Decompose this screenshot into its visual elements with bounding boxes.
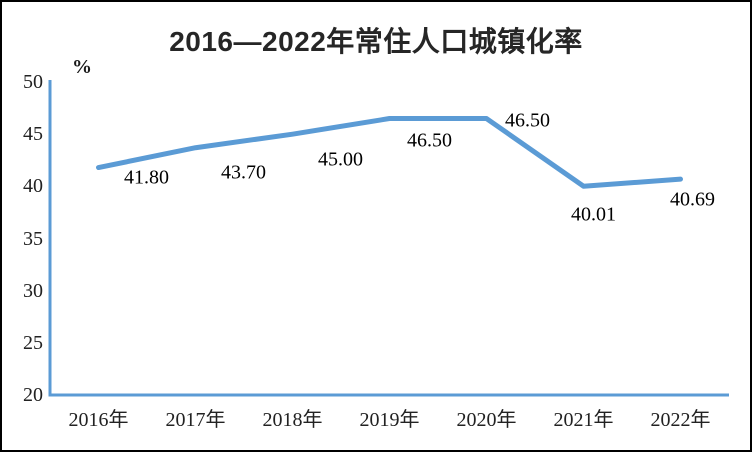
data-label: 45.00 (318, 148, 363, 171)
y-axis-tick-label: 50 (23, 71, 43, 93)
y-axis-tick-label: 45 (23, 123, 43, 146)
y-axis-tick-label: 30 (23, 279, 43, 302)
data-label: 40.69 (670, 188, 715, 211)
y-axis-unit-label: % (72, 56, 92, 78)
chart-title: 2016—2022年常住人口城镇化率 (169, 26, 583, 57)
y-axis-tick-label: 40 (23, 175, 43, 198)
series-line (96, 116, 683, 189)
x-axis-category-label: 2018年 (262, 409, 323, 431)
data-label: 40.01 (571, 203, 616, 226)
y-axis-tick-label: 35 (23, 227, 43, 250)
data-label: 43.70 (221, 161, 266, 184)
x-axis-category-label: 2021年 (553, 409, 614, 431)
x-axis-category-label: 2017年 (165, 409, 226, 431)
data-label: 46.50 (505, 109, 550, 132)
data-label: 41.80 (124, 166, 169, 189)
x-axis-category-label: 2016年 (68, 409, 129, 431)
y-axis-tick-label: 20 (23, 384, 43, 406)
x-axis-category-label: 2022年 (650, 409, 711, 431)
data-label: 46.50 (407, 129, 452, 152)
x-axis-category-label: 2019年 (359, 409, 420, 431)
x-axis-category-label: 2020年 (456, 409, 517, 431)
y-axis-tick-label: 25 (23, 331, 43, 354)
